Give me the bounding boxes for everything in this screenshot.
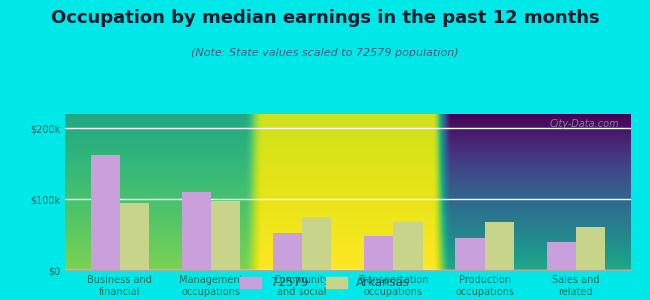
Legend: 72579, Arkansas: 72579, Arkansas (235, 272, 415, 294)
Text: Occupation by median earnings in the past 12 months: Occupation by median earnings in the pas… (51, 9, 599, 27)
Bar (120, 202, 149, 270)
Bar (393, 222, 422, 270)
Bar (302, 217, 332, 270)
Bar (456, 238, 484, 270)
Bar (364, 236, 393, 270)
Bar (484, 222, 514, 270)
Bar (576, 227, 605, 270)
Bar (547, 242, 576, 270)
Text: (Note: State values scaled to 72579 population): (Note: State values scaled to 72579 popu… (191, 48, 459, 58)
Bar (182, 192, 211, 270)
Bar (90, 155, 120, 270)
Bar (211, 201, 240, 270)
Bar (273, 233, 302, 270)
Text: City-Data.com: City-Data.com (549, 119, 619, 129)
